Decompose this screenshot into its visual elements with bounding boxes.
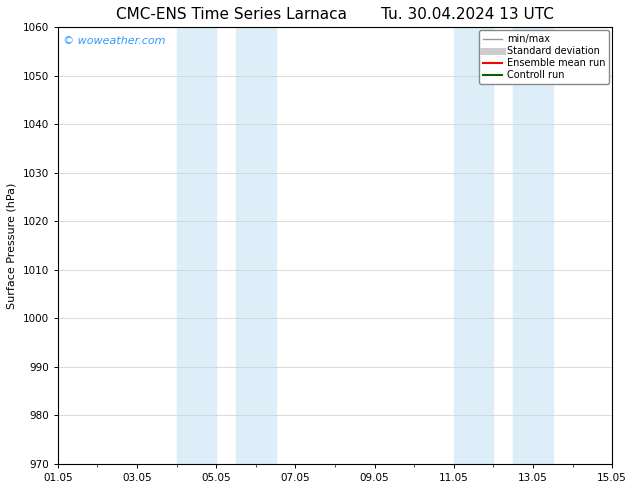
Text: © woweather.com: © woweather.com [63, 36, 166, 46]
Title: CMC-ENS Time Series Larnaca       Tu. 30.04.2024 13 UTC: CMC-ENS Time Series Larnaca Tu. 30.04.20… [116, 7, 554, 22]
Y-axis label: Surface Pressure (hPa): Surface Pressure (hPa) [7, 182, 17, 309]
Bar [513, 27, 553, 464]
Bar [177, 27, 216, 464]
Bar [454, 27, 493, 464]
Bar [236, 27, 276, 464]
Legend: min/max, Standard deviation, Ensemble mean run, Controll run: min/max, Standard deviation, Ensemble me… [479, 30, 609, 84]
